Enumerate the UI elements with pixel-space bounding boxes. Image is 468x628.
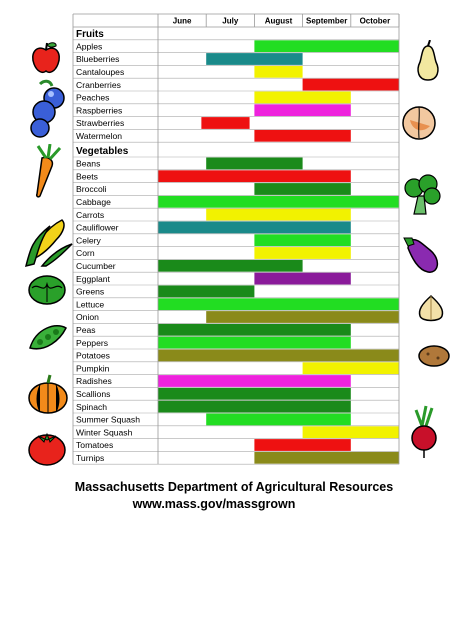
blueberries-icon bbox=[30, 79, 65, 138]
harvest-bar bbox=[158, 336, 351, 349]
lettuce-icon bbox=[28, 275, 66, 305]
crop-name: Raspberries bbox=[76, 105, 122, 115]
harvest-bar bbox=[201, 117, 250, 129]
crop-name: Pumpkin bbox=[76, 363, 110, 373]
crop-name: Apples bbox=[76, 41, 102, 51]
crop-name: Onion bbox=[76, 312, 99, 322]
pumpkin-icon bbox=[28, 374, 68, 414]
harvest-bar bbox=[254, 40, 399, 53]
harvest-bar bbox=[158, 387, 351, 400]
crop-name: Greens bbox=[76, 287, 104, 297]
crop-name: Summer Squash bbox=[76, 415, 140, 425]
broccoli-icon bbox=[404, 174, 441, 215]
harvest-bar bbox=[158, 221, 351, 234]
peach-icon bbox=[402, 106, 436, 140]
carrot-icon bbox=[36, 144, 62, 198]
crop-name: Blueberries bbox=[76, 54, 119, 64]
crop-name: Eggplant bbox=[76, 274, 111, 284]
crop-name: Peas bbox=[76, 325, 96, 335]
harvest-bar bbox=[158, 323, 351, 336]
harvest-bar bbox=[254, 439, 351, 451]
crop-name: Beans bbox=[76, 159, 100, 169]
crop-name: Winter Squash bbox=[76, 427, 133, 437]
crop-name: Strawberries bbox=[76, 118, 124, 128]
crop-name: Broccoli bbox=[76, 184, 107, 194]
harvest-bar bbox=[206, 208, 351, 221]
crop-name: Cantaloupes bbox=[76, 67, 124, 77]
month-header: June bbox=[173, 17, 192, 26]
month-header: August bbox=[265, 17, 293, 26]
harvest-bar bbox=[158, 375, 351, 387]
harvest-bar bbox=[254, 183, 351, 195]
harvest-bar bbox=[206, 53, 303, 65]
beet-icon bbox=[411, 405, 437, 458]
crop-name: Lettuce bbox=[76, 299, 104, 309]
month-header: September bbox=[306, 17, 347, 26]
crop-name: Spinach bbox=[76, 402, 107, 412]
crop-name: Radishes bbox=[76, 376, 112, 386]
harvest-bar bbox=[302, 362, 399, 375]
month-header: October bbox=[360, 17, 391, 26]
harvest-bar bbox=[158, 259, 303, 272]
harvest-bar bbox=[254, 234, 351, 247]
crop-name: Peaches bbox=[76, 93, 109, 103]
crop-name: Corn bbox=[76, 248, 95, 258]
crop-name: Cranberries bbox=[76, 80, 121, 90]
crop-name: Tomatoes bbox=[76, 440, 113, 450]
harvest-bar bbox=[254, 65, 303, 78]
harvest-bar bbox=[158, 170, 351, 183]
harvest-bar bbox=[254, 247, 351, 259]
tomato-icon bbox=[28, 432, 66, 466]
section-title: Fruits bbox=[76, 29, 104, 40]
pear-icon bbox=[417, 40, 439, 81]
harvest-bar bbox=[254, 104, 351, 117]
harvest-bar bbox=[254, 91, 351, 104]
crop-name: Carrots bbox=[76, 210, 104, 220]
harvest-bar bbox=[158, 285, 255, 298]
harvest-bar bbox=[158, 400, 351, 413]
crop-name: Potatoes bbox=[76, 351, 110, 361]
harvest-bar bbox=[254, 129, 351, 142]
crop-name: Peppers bbox=[76, 338, 108, 348]
peas-icon bbox=[29, 325, 67, 350]
crop-name: Cauliflower bbox=[76, 223, 119, 233]
crop-name: Scallions bbox=[76, 389, 110, 399]
eggplant-icon bbox=[403, 237, 439, 273]
harvest-bar bbox=[254, 451, 399, 464]
corn-icon bbox=[24, 219, 73, 268]
harvest-bar bbox=[158, 349, 399, 362]
crop-name: Cabbage bbox=[76, 197, 111, 207]
crop-name: Cucumber bbox=[76, 261, 116, 271]
crop-name: Turnips bbox=[76, 453, 104, 463]
harvest-bar bbox=[158, 195, 399, 208]
apple-icon bbox=[32, 42, 60, 74]
harvest-bar bbox=[254, 272, 351, 285]
month-header: July bbox=[222, 17, 239, 26]
footer-organization: Massachusetts Department of Agricultural… bbox=[74, 480, 394, 494]
harvest-bar bbox=[206, 157, 303, 170]
harvest-bar bbox=[302, 78, 399, 91]
section-title: Vegetables bbox=[76, 146, 129, 157]
crop-name: Celery bbox=[76, 235, 102, 245]
footer-url[interactable]: www.mass.gov/massgrown bbox=[132, 497, 296, 511]
harvest-bar bbox=[206, 311, 399, 323]
crop-name: Watermelon bbox=[76, 131, 122, 141]
potato-icon bbox=[418, 345, 450, 367]
onion-icon bbox=[418, 294, 444, 322]
harvest-bar bbox=[302, 426, 399, 439]
crop-name: Beets bbox=[76, 171, 98, 181]
harvest-bar bbox=[206, 413, 351, 426]
harvest-bar bbox=[158, 298, 399, 311]
